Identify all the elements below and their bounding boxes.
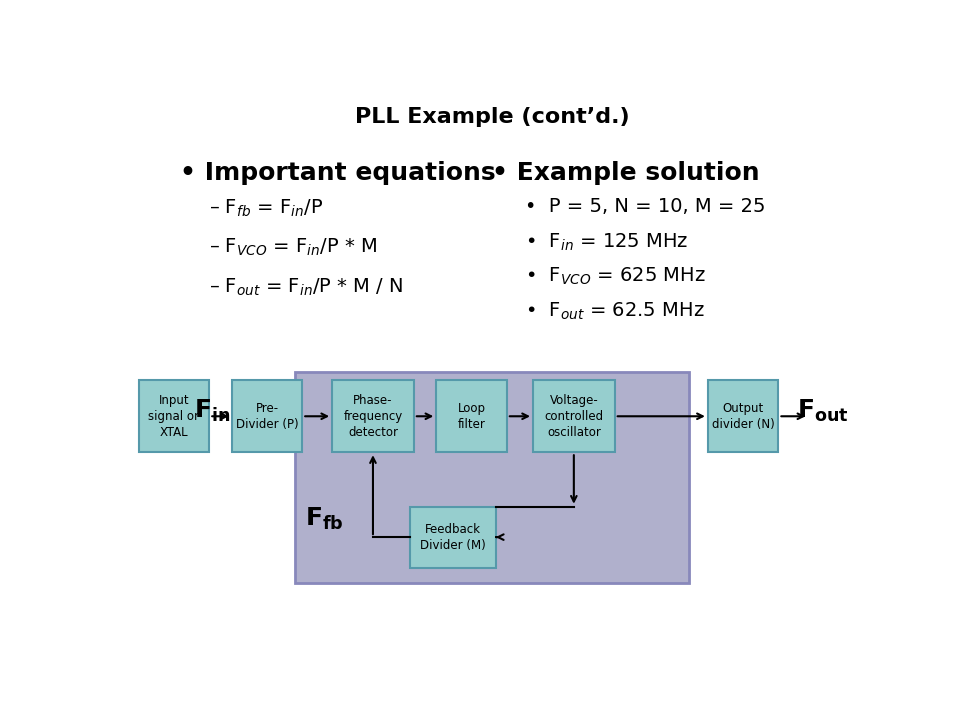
Text: Output
divider (N): Output divider (N) xyxy=(711,402,775,431)
FancyBboxPatch shape xyxy=(332,380,414,452)
Text: Loop
filter: Loop filter xyxy=(458,402,486,431)
Text: Phase-
frequency
detector: Phase- frequency detector xyxy=(344,394,402,438)
Text: $\mathbf{F_{out}}$: $\mathbf{F_{out}}$ xyxy=(797,397,849,424)
Text: Feedback
Divider (M): Feedback Divider (M) xyxy=(420,523,486,552)
Text: – F$_{out}$ = F$_{in}$/P * M / N: – F$_{out}$ = F$_{in}$/P * M / N xyxy=(209,277,403,298)
FancyBboxPatch shape xyxy=(295,372,689,582)
FancyBboxPatch shape xyxy=(231,380,302,452)
Text: Voltage-
controlled
oscillator: Voltage- controlled oscillator xyxy=(544,394,604,438)
Text: – F$_{fb}$ = F$_{in}$/P: – F$_{fb}$ = F$_{in}$/P xyxy=(209,197,324,219)
FancyBboxPatch shape xyxy=(708,380,779,452)
Text: •  F$_{in}$ = 125 MHz: • F$_{in}$ = 125 MHz xyxy=(525,232,689,253)
Text: $\mathbf{F_{fb}}$: $\mathbf{F_{fb}}$ xyxy=(304,505,344,532)
FancyBboxPatch shape xyxy=(138,380,209,452)
Text: Input
signal or
XTAL: Input signal or XTAL xyxy=(149,394,200,438)
Text: •  F$_{VCO}$ = 625 MHz: • F$_{VCO}$ = 625 MHz xyxy=(525,266,707,287)
Text: $\mathbf{F_{in}}$: $\mathbf{F_{in}}$ xyxy=(194,397,230,424)
Text: • Example solution: • Example solution xyxy=(492,161,759,185)
Text: •  F$_{out}$ = 62.5 MHz: • F$_{out}$ = 62.5 MHz xyxy=(525,300,705,322)
Text: •  P = 5, N = 10, M = 25: • P = 5, N = 10, M = 25 xyxy=(525,197,766,216)
FancyBboxPatch shape xyxy=(410,507,495,567)
Text: Pre-
Divider (P): Pre- Divider (P) xyxy=(235,402,299,431)
Text: PLL Example (cont’d.): PLL Example (cont’d.) xyxy=(354,107,630,127)
FancyBboxPatch shape xyxy=(533,380,614,452)
FancyBboxPatch shape xyxy=(436,380,507,452)
Text: • Important equations: • Important equations xyxy=(180,161,495,185)
Text: – F$_{VCO}$ = F$_{in}$/P * M: – F$_{VCO}$ = F$_{in}$/P * M xyxy=(209,237,377,258)
